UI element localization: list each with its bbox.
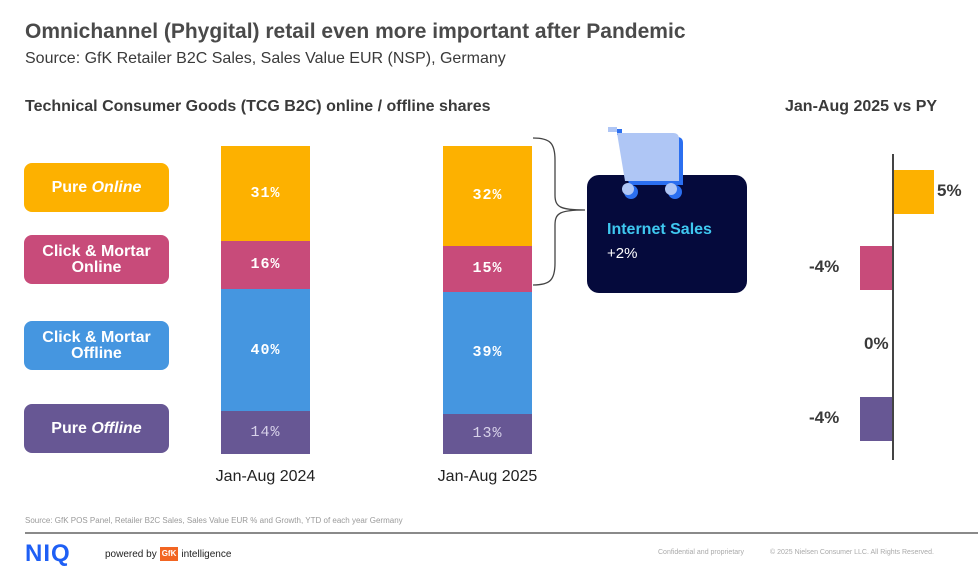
x-tick-label: Jan-Aug 2024 bbox=[215, 468, 316, 485]
legend-label-italic: Online bbox=[91, 178, 142, 196]
legend-label: Pure bbox=[51, 178, 92, 196]
bar-segment: 40% bbox=[221, 289, 310, 412]
niq-logo: NIQ bbox=[25, 540, 71, 567]
shares-chart-title: Technical Consumer Goods (TCG B2C) onlin… bbox=[25, 98, 491, 115]
bar-segment: 31% bbox=[221, 146, 310, 241]
legend-label: Click & Mortar Offline bbox=[42, 328, 151, 362]
bar-segment: 16% bbox=[221, 240, 310, 290]
legend-label: Click & Mortar Online bbox=[42, 242, 151, 276]
intelligence-text: intelligence bbox=[181, 548, 232, 560]
growth-bar bbox=[860, 397, 892, 441]
page-subtitle: Source: GfK Retailer B2C Sales, Sales Va… bbox=[25, 50, 506, 67]
bar-segment: 32% bbox=[443, 146, 532, 246]
powered-by-text: powered by bbox=[105, 548, 157, 560]
confidential-note: Confidential and proprietary bbox=[658, 549, 744, 556]
growth-bar bbox=[894, 170, 934, 214]
callout-title: Internet Sales bbox=[607, 221, 712, 238]
growth-data-label: -4% bbox=[809, 408, 840, 427]
zero-axis-line bbox=[892, 154, 894, 460]
footer-divider bbox=[25, 532, 978, 534]
callout-value: +2% bbox=[607, 245, 638, 262]
bar-segment: 15% bbox=[443, 245, 532, 293]
legend-pure-offline: Pure Offline bbox=[24, 404, 169, 453]
shopping-cart-icon bbox=[608, 127, 683, 199]
page-title: Omnichannel (Phygital) retail even more … bbox=[25, 20, 686, 43]
bar-segment: 14% bbox=[221, 411, 310, 454]
x-tick-label: Jan-Aug 2025 bbox=[437, 468, 538, 485]
internet-sales-callout bbox=[587, 175, 747, 293]
bracket-icon bbox=[532, 137, 586, 286]
bar-segment: 13% bbox=[443, 413, 532, 454]
growth-chart-title: Jan-Aug 2025 vs PY bbox=[785, 98, 938, 115]
growth-bar bbox=[860, 246, 892, 290]
bar-segment: 39% bbox=[443, 292, 532, 414]
legend-pure-online: Pure Online bbox=[24, 163, 169, 212]
growth-data-label: 0% bbox=[864, 334, 889, 353]
growth-data-label: 5% bbox=[937, 181, 962, 200]
gfk-logo: GfK bbox=[159, 547, 179, 561]
footnote: Source: GfK POS Panel, Retailer B2C Sale… bbox=[25, 516, 403, 525]
legend-label-italic: Offline bbox=[91, 419, 142, 437]
legend-click-mortar-offline: Click & Mortar Offline bbox=[24, 321, 169, 370]
copyright-note: © 2025 Nielsen Consumer LLC. All Rights … bbox=[770, 549, 934, 556]
powered-by-gfk: powered by GfK intelligence bbox=[105, 547, 231, 561]
legend-click-mortar-online: Click & Mortar Online bbox=[24, 235, 169, 284]
growth-data-label: -4% bbox=[809, 257, 840, 276]
legend-label: Pure bbox=[51, 419, 92, 437]
